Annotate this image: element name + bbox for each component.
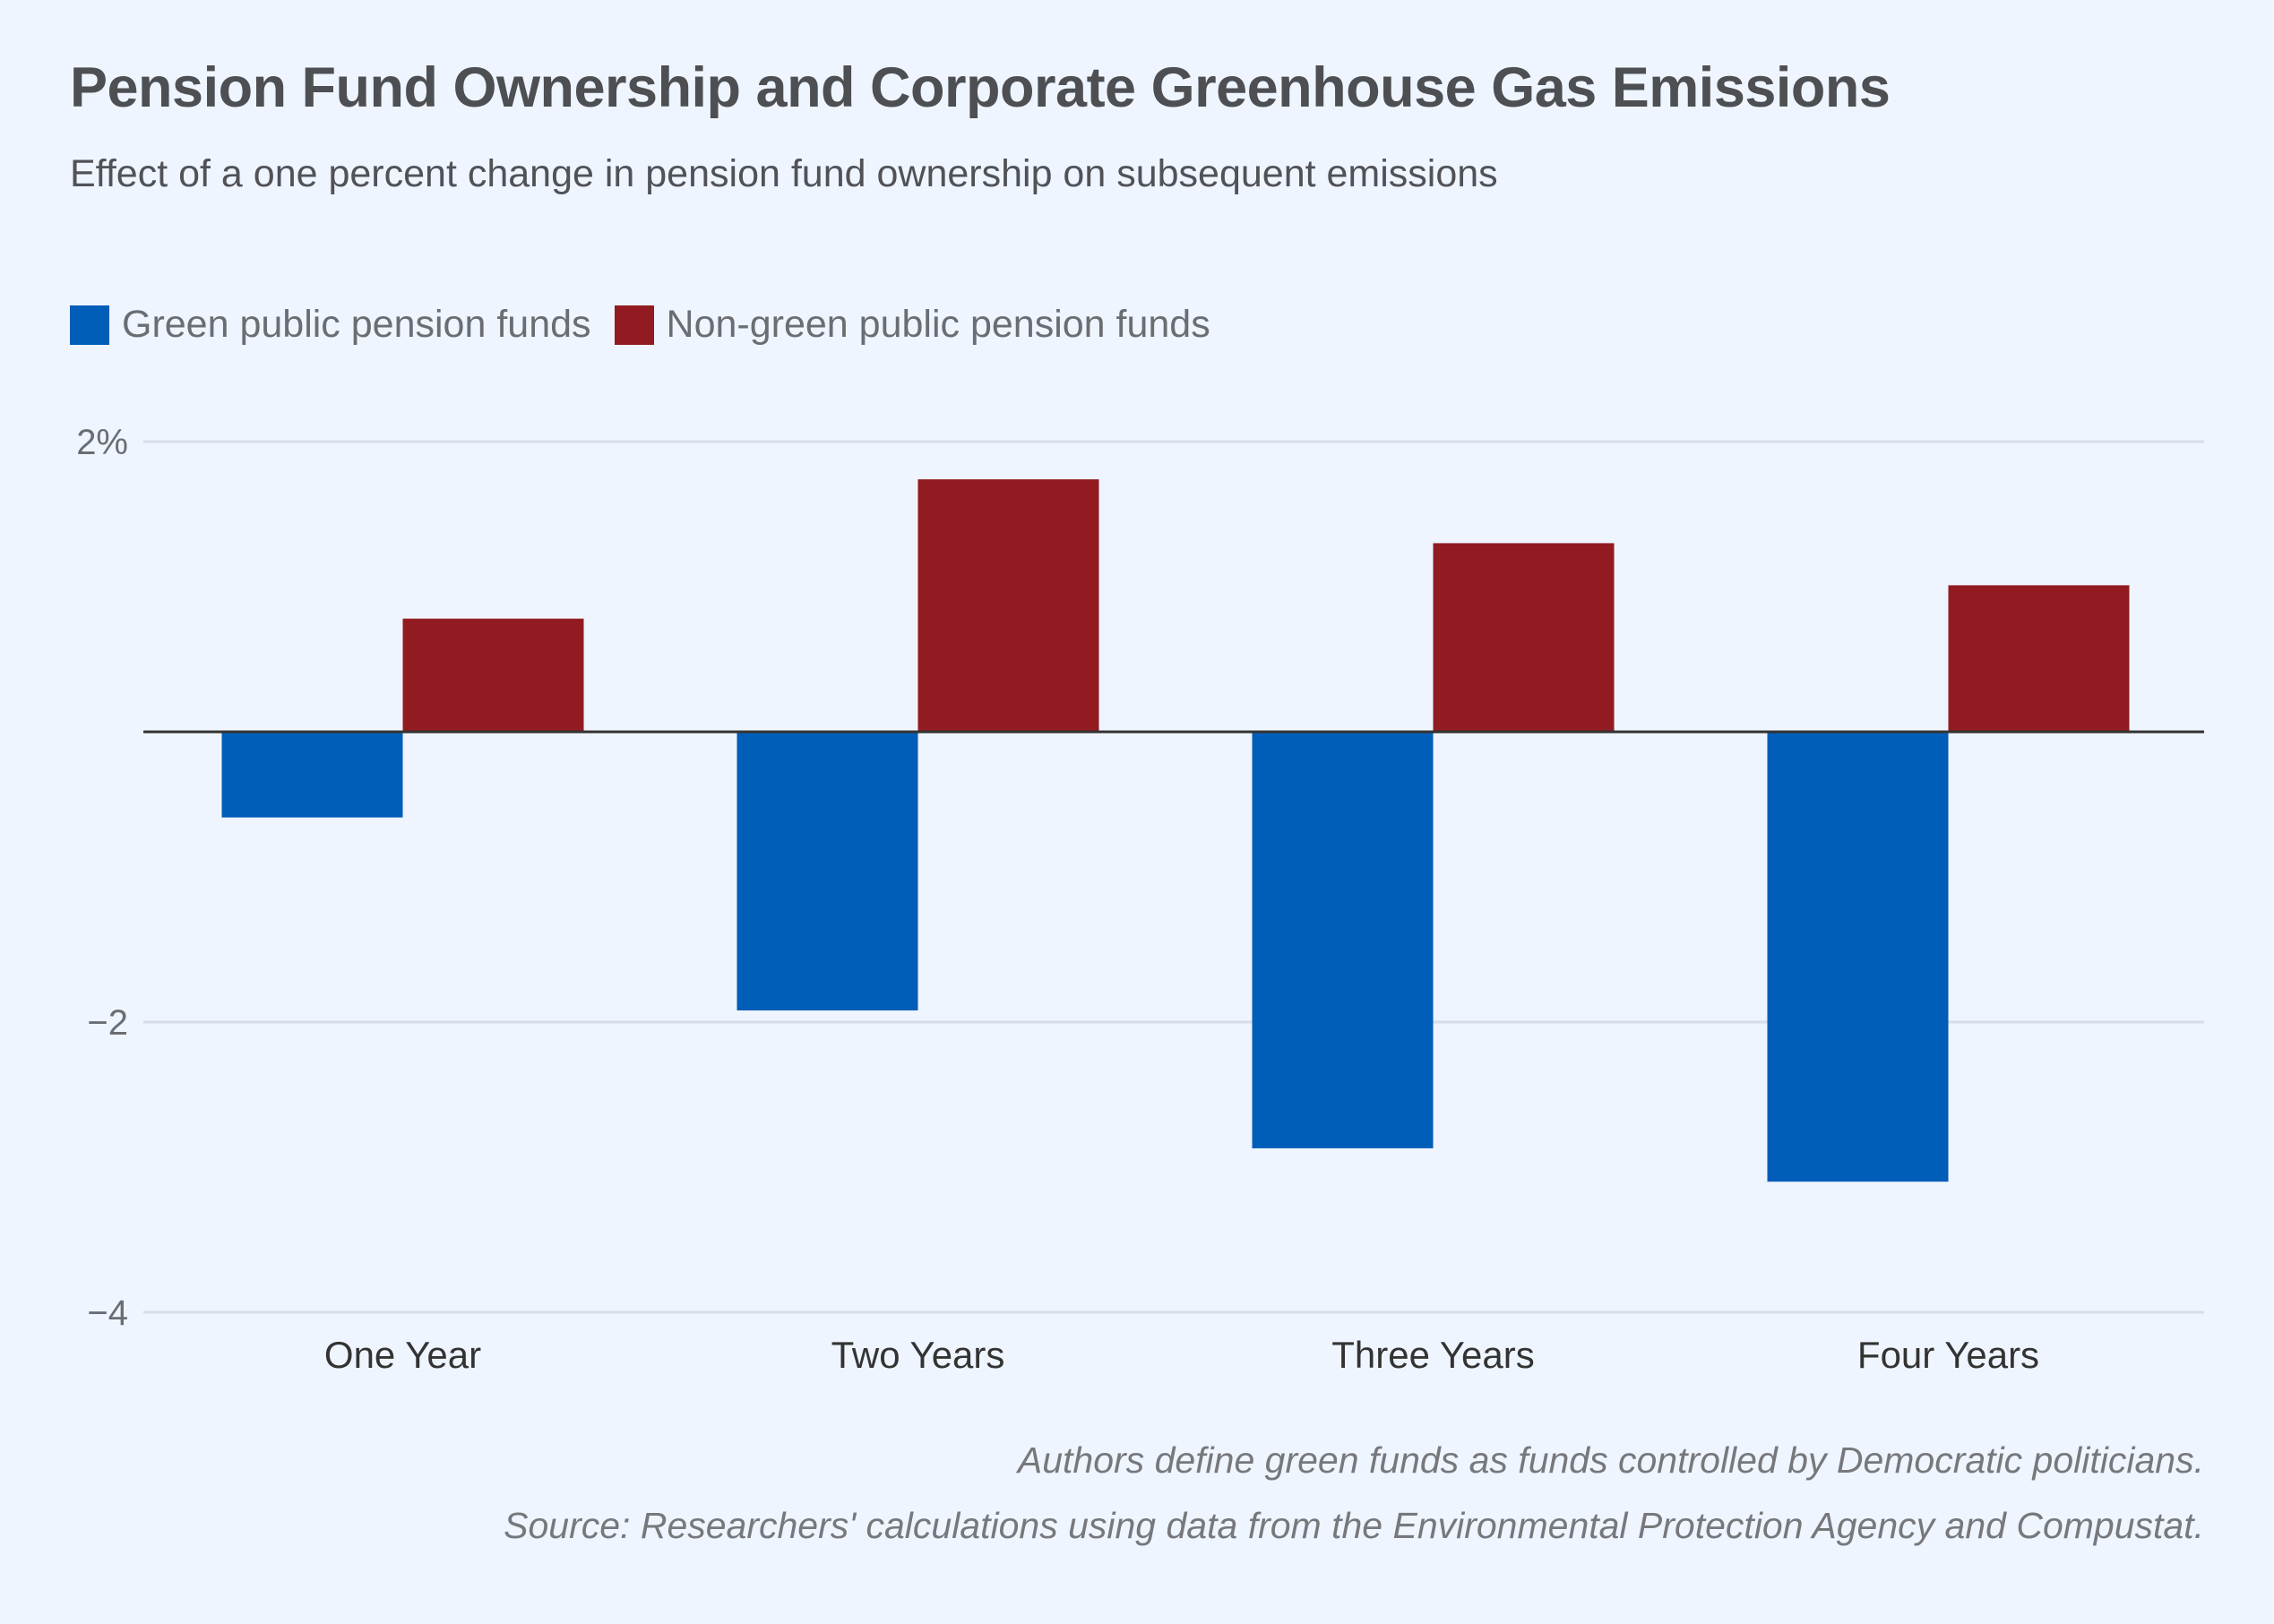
legend-label-non-green: Non-green public pension funds (666, 303, 1210, 346)
bar-non-green (402, 618, 584, 732)
y-tick-label: −2 (87, 1003, 128, 1043)
y-tick-label: 2% (76, 423, 128, 462)
footnote-source: Source: Researchers' calculations using … (504, 1505, 2204, 1546)
bar-green (1252, 732, 1434, 1148)
bar-non-green (1433, 543, 1615, 732)
bar-non-green (917, 479, 1099, 732)
legend-item-non-green: Non-green public pension funds (614, 303, 1210, 347)
footnote-definition: Authors define green funds as funds cont… (1017, 1439, 2204, 1481)
y-tick-label: −4 (87, 1293, 128, 1333)
legend-swatch-green (70, 305, 109, 345)
legend-swatch-non-green (614, 305, 654, 345)
bar-green (736, 732, 918, 1011)
chart-subtitle: Effect of a one percent change in pensio… (70, 152, 1498, 195)
legend-item-green: Green public pension funds (70, 303, 591, 347)
x-tick-label: Two Years (831, 1334, 1005, 1376)
chart-title: Pension Fund Ownership and Corporate Gre… (70, 56, 1891, 119)
legend-label-green: Green public pension funds (122, 303, 591, 346)
legend: Green public pension funds Non-green pub… (70, 303, 1234, 347)
x-tick-label: Three Years (1331, 1334, 1535, 1376)
bar-green (1767, 732, 1949, 1182)
x-tick-label: One Year (324, 1334, 481, 1376)
x-tick-label: Four Years (1857, 1334, 2039, 1376)
bar-non-green (1948, 585, 2130, 732)
bar-green (221, 732, 403, 818)
